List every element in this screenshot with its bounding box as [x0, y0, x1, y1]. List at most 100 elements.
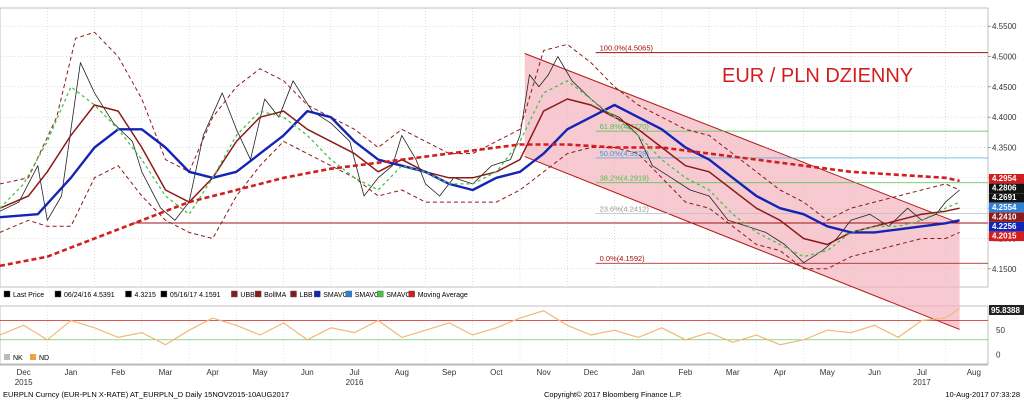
series-line-bollma: [0, 98, 960, 246]
legend-label: SMAVG: [323, 292, 348, 299]
legend-label: LBB: [300, 292, 314, 299]
x-tick-month: Mar: [726, 368, 740, 377]
legend-swatch: [231, 290, 238, 298]
osc-legend-swatch: [4, 354, 10, 360]
osc-tick-label: 50: [996, 326, 1005, 335]
time-axis: Dec Jan Feb Mar Apr May Jun Jul Aug Sep Oct Nov Dec J…: [0, 364, 988, 387]
x-tick-month: Jun: [868, 368, 881, 377]
price-badge-label: 4.2410: [992, 212, 1017, 221]
legend-label: 06/24/16 4.5391: [64, 292, 115, 299]
y-tick-label: 4.5000: [992, 53, 1017, 62]
legend-swatch: [160, 290, 168, 298]
x-tick-month: Feb: [111, 368, 125, 377]
legend-label: SMAVG: [355, 292, 380, 299]
y-tick-label: 4.3500: [992, 144, 1017, 153]
oscillator-badge-label: 95.8388: [991, 306, 1020, 315]
x-tick-month: Nov: [537, 368, 551, 377]
legend-swatch: [290, 290, 297, 298]
x-tick-month: May: [820, 368, 835, 377]
x-tick-month: Oct: [490, 368, 503, 377]
price-badge: [989, 193, 1024, 203]
y-tick-label: 4.5500: [992, 22, 1017, 31]
series-line-lbb: [0, 140, 960, 270]
series-lines: [0, 31, 960, 270]
fib-level-label: 100.0%(4.5065): [600, 44, 654, 53]
x-tick-year: 2017: [913, 378, 931, 387]
price-badge-label: 4.2954: [992, 174, 1017, 183]
legend-label: Last Price: [13, 292, 44, 299]
series-line-smavg: [0, 103, 960, 234]
fibonacci-levels: 100.0%(4.5065) 61.8%(4.3770) 50.0%(4.3328)…: [595, 44, 988, 264]
footer-security: EURPLN Curncy (EUR-PLN X-RATE) AT_EURPLN…: [3, 390, 289, 399]
legend-label: BollMA: [264, 292, 287, 299]
legend-swatch: [3, 290, 11, 298]
series-line-ubb: [0, 31, 960, 221]
fib-level-label: 50.0%(4.3328): [600, 149, 650, 158]
legend-swatch: [377, 290, 384, 298]
legend-label: 4.3215: [135, 292, 157, 299]
legend-swatch: [54, 290, 62, 298]
price-badge: [989, 231, 1024, 242]
horizontal-lines: [132, 52, 988, 224]
x-tick-month: Jan: [64, 368, 77, 377]
x-tick-month: Apr: [774, 368, 787, 377]
fib-level-label: 0.0%(4.1592): [600, 254, 646, 263]
price-badge-label: 4.2256: [992, 222, 1017, 231]
x-tick-month: May: [252, 368, 267, 377]
x-tick-month: Jul: [917, 368, 927, 377]
x-tick-month: Jun: [301, 368, 314, 377]
fib-level-label: 61.8%(4.3770): [600, 122, 650, 131]
legend-label: Moving Average: [418, 292, 468, 299]
legend-label: 05/16/17 4.1591: [170, 292, 221, 299]
price-badge: [989, 202, 1024, 213]
x-tick-month: Aug: [967, 368, 981, 377]
price-badge: [989, 222, 1024, 232]
channel-upper-line: [524, 53, 960, 224]
legend-label: UBB: [240, 292, 255, 299]
footer-timestamp: 10-Aug-2017 07:33:28: [945, 390, 1020, 399]
x-tick-month: Dec: [584, 368, 598, 377]
x-tick-month: Dec: [17, 368, 31, 377]
series-line-smavg: [0, 143, 960, 268]
channel-fill: [524, 53, 960, 330]
oscillator-badge: [989, 305, 1024, 315]
price-badge-label: 4.2554: [992, 203, 1017, 212]
legend-swatch: [125, 290, 132, 298]
y-tick-label: 4.4500: [992, 83, 1017, 92]
x-tick-year: 2015: [15, 378, 33, 387]
legend-swatch: [254, 290, 262, 298]
price-badges: 4.29544.28064.26914.25544.24104.22564.20…: [989, 174, 1024, 242]
fib-level-label: 38.2%(4.2919): [600, 174, 650, 183]
oscillator-line: [0, 307, 960, 346]
x-tick-month: Jul: [349, 368, 359, 377]
channel-lower-line: [524, 156, 960, 330]
x-tick-month: Feb: [679, 368, 693, 377]
osc-legend-label: NK: [13, 355, 23, 362]
footer-copyright: Copyright© 2017 Bloomberg Finance L.P.: [544, 390, 682, 399]
price-badge: [989, 183, 1024, 194]
oscillator-panel: 50 0 95.8388: [0, 305, 1024, 359]
x-tick-month: Jan: [632, 368, 645, 377]
price-badge-label: 4.2691: [992, 193, 1017, 202]
price-badge: [989, 212, 1024, 222]
x-tick-month: Mar: [159, 368, 173, 377]
y-tick-label: 4.4000: [992, 113, 1017, 122]
x-tick-month: Apr: [207, 368, 220, 377]
series-line-moving-average: [0, 80, 960, 258]
legend-swatch: [314, 290, 321, 298]
chart-title: EUR / PLN DZIENNY: [722, 65, 913, 87]
osc-legend-label: ND: [39, 355, 49, 362]
fib-level-label: 23.6%(4.2412): [600, 204, 650, 213]
price-badge: [989, 174, 1024, 184]
x-tick-year: 2016: [346, 378, 364, 387]
legend-swatch: [408, 290, 415, 298]
legend-swatch: [345, 290, 352, 298]
price-badge-label: 4.2015: [992, 232, 1017, 241]
x-tick-month: Aug: [395, 368, 409, 377]
price-channel: [524, 53, 960, 330]
y-tick-label: 4.1500: [992, 265, 1017, 274]
osc-legend-swatch: [30, 354, 36, 360]
main-legend[interactable]: Last Price 06/24/16 4.5391 4.3215 05/16/17 …: [3, 290, 468, 362]
price-badge-label: 4.2806: [992, 184, 1017, 193]
